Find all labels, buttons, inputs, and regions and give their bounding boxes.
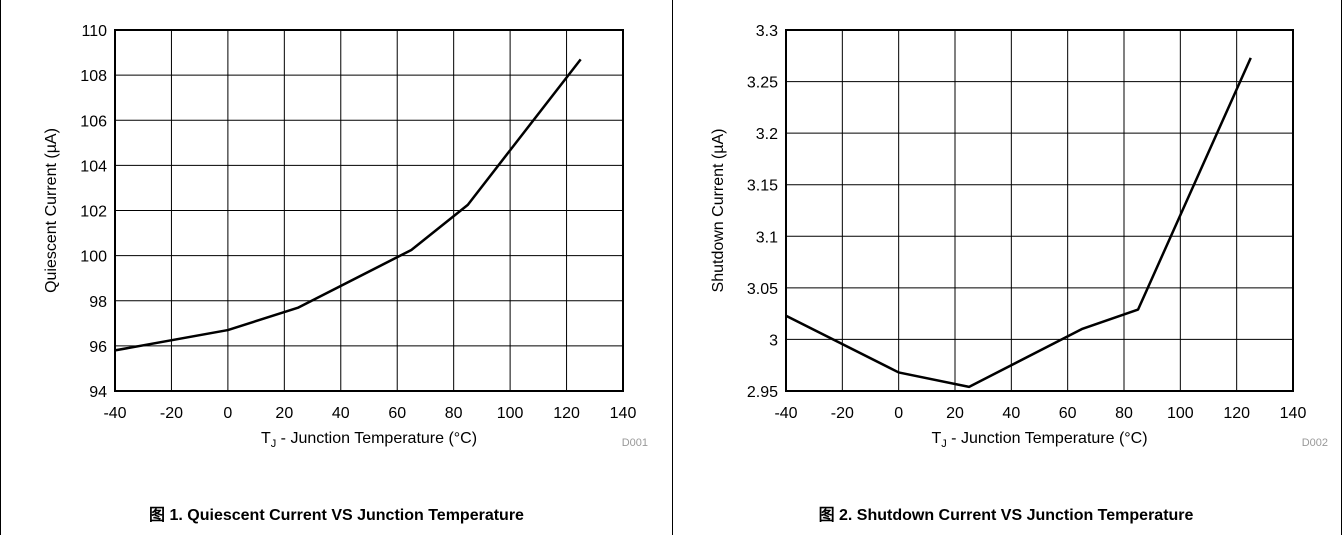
plot-frame [114, 29, 624, 392]
y-axis-label: Shutdown Current (µA) [710, 129, 727, 293]
x-tick-label: -20 [160, 405, 183, 422]
chart-1: -40 -20 0 20 40 60 80 100 120 140 94 96 98 100 102 104 1… [43, 23, 648, 450]
y-tick-label: 94 [89, 384, 107, 401]
y-tick-label: 2.95 [747, 384, 778, 401]
x-tick-label: 120 [553, 405, 580, 422]
x-tick-label: 0 [894, 405, 903, 422]
chart-panel-1: -40 -20 0 20 40 60 80 100 120 140 94 96 98 100 102 104 1… [0, 0, 673, 535]
y-tick-label: 100 [80, 249, 107, 266]
x-tick-label: 120 [1223, 405, 1250, 422]
y-tick-label: 3 [769, 332, 778, 349]
y-axis-label: Quiescent Current (µA) [43, 128, 60, 293]
chart-1-caption: 图 1. Quiescent Current VS Junction Tempe… [149, 507, 524, 524]
y-tick-label: 3.3 [756, 23, 778, 40]
y-tick-label: 3.05 [747, 281, 778, 298]
plot-frame [785, 29, 1294, 392]
x-tick-label: 20 [946, 405, 964, 422]
x-tick-label: 20 [275, 405, 293, 422]
chart-2-caption: 图 2. Shutdown Current VS Junction Temper… [818, 507, 1194, 524]
x-tick-label: 80 [1115, 405, 1133, 422]
y-tick-label: 3.25 [747, 75, 778, 92]
y-tick-label: 102 [80, 204, 107, 221]
x-axis-label-rest: - Junction Temperature (°C) [947, 430, 1148, 447]
y-tick-label: 96 [89, 339, 107, 356]
x-tick-label: 40 [332, 405, 350, 422]
x-tick-label: 40 [1002, 405, 1020, 422]
series-line [785, 57, 1252, 389]
chart-2: -40 -20 0 20 40 60 80 100 120 140 2.95 3 3.05 3.1 3.15… [710, 23, 1328, 450]
x-tick-label: 60 [1059, 405, 1077, 422]
y-tick-label: 106 [80, 113, 107, 130]
x-axis-label: TJ - Junction Temperature (°C) [261, 430, 477, 450]
x-axis-label: TJ - Junction Temperature (°C) [931, 430, 1147, 450]
y-tick-label: 3.15 [747, 178, 778, 195]
figure-code: D001 [622, 437, 648, 449]
x-tick-label: -20 [831, 405, 854, 422]
x-tick-label: 100 [497, 405, 524, 422]
x-tick-label: 80 [445, 405, 463, 422]
series-line [114, 58, 582, 352]
figure-code: D002 [1302, 437, 1328, 449]
y-tick-label: 104 [80, 158, 107, 175]
chart-panel-2: -40 -20 0 20 40 60 80 100 120 140 2.95 3 3.05 3.1 3.15… [671, 0, 1342, 535]
x-axis-label-subscript: J [271, 438, 277, 450]
x-tick-label: 60 [388, 405, 406, 422]
x-tick-label: 140 [1280, 405, 1307, 422]
x-axis-label-rest: - Junction Temperature (°C) [276, 430, 477, 447]
x-tick-label: -40 [103, 405, 126, 422]
y-tick-label: 3.2 [756, 126, 778, 143]
y-tick-label: 98 [89, 294, 107, 311]
x-tick-label: 100 [1167, 405, 1194, 422]
x-axis-label-subscript: J [941, 438, 947, 450]
x-axis-label-main: T [931, 430, 941, 447]
x-tick-label: 0 [223, 405, 232, 422]
x-axis-label-main: T [261, 430, 271, 447]
y-tick-label: 110 [81, 23, 107, 40]
x-tick-label: -40 [774, 405, 797, 422]
x-tick-label: 140 [610, 405, 637, 422]
y-tick-label: 3.1 [756, 229, 778, 246]
y-tick-label: 108 [80, 68, 107, 85]
